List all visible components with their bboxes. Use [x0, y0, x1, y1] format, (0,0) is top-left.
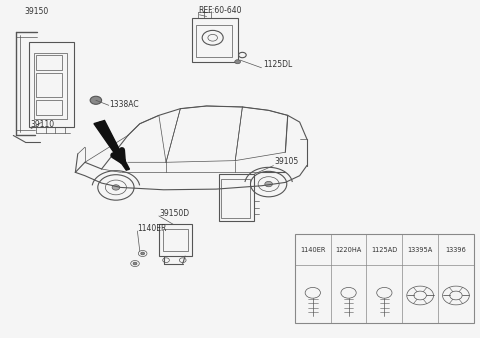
- Bar: [218, 174, 254, 221]
- Circle shape: [141, 252, 144, 255]
- Circle shape: [133, 262, 137, 265]
- Bar: [34, 53, 67, 119]
- Bar: [192, 18, 238, 62]
- Text: 39150D: 39150D: [160, 209, 190, 218]
- Text: 39105: 39105: [275, 157, 299, 166]
- Text: 1140ER: 1140ER: [137, 224, 167, 233]
- Text: 1125AD: 1125AD: [371, 247, 397, 253]
- Bar: [36, 55, 62, 70]
- Circle shape: [235, 60, 240, 64]
- Text: 13395A: 13395A: [408, 247, 433, 253]
- Text: 1220HA: 1220HA: [336, 247, 362, 253]
- Text: REF:60-640: REF:60-640: [198, 6, 241, 15]
- Bar: [159, 224, 192, 256]
- Bar: [36, 100, 62, 115]
- Circle shape: [265, 182, 273, 187]
- Bar: [29, 42, 74, 127]
- Bar: [196, 25, 232, 57]
- Bar: [163, 230, 188, 251]
- Text: 1125DL: 1125DL: [263, 60, 292, 69]
- Text: 39150: 39150: [24, 7, 48, 16]
- Bar: [36, 73, 62, 97]
- Text: 1140ER: 1140ER: [300, 247, 325, 253]
- Text: 1338AC: 1338AC: [109, 100, 139, 109]
- Bar: [295, 234, 474, 323]
- Bar: [221, 179, 250, 218]
- Text: 13396: 13396: [445, 247, 466, 253]
- Text: 39110: 39110: [30, 120, 54, 129]
- Polygon shape: [94, 121, 130, 170]
- Circle shape: [90, 96, 102, 104]
- Circle shape: [112, 185, 120, 190]
